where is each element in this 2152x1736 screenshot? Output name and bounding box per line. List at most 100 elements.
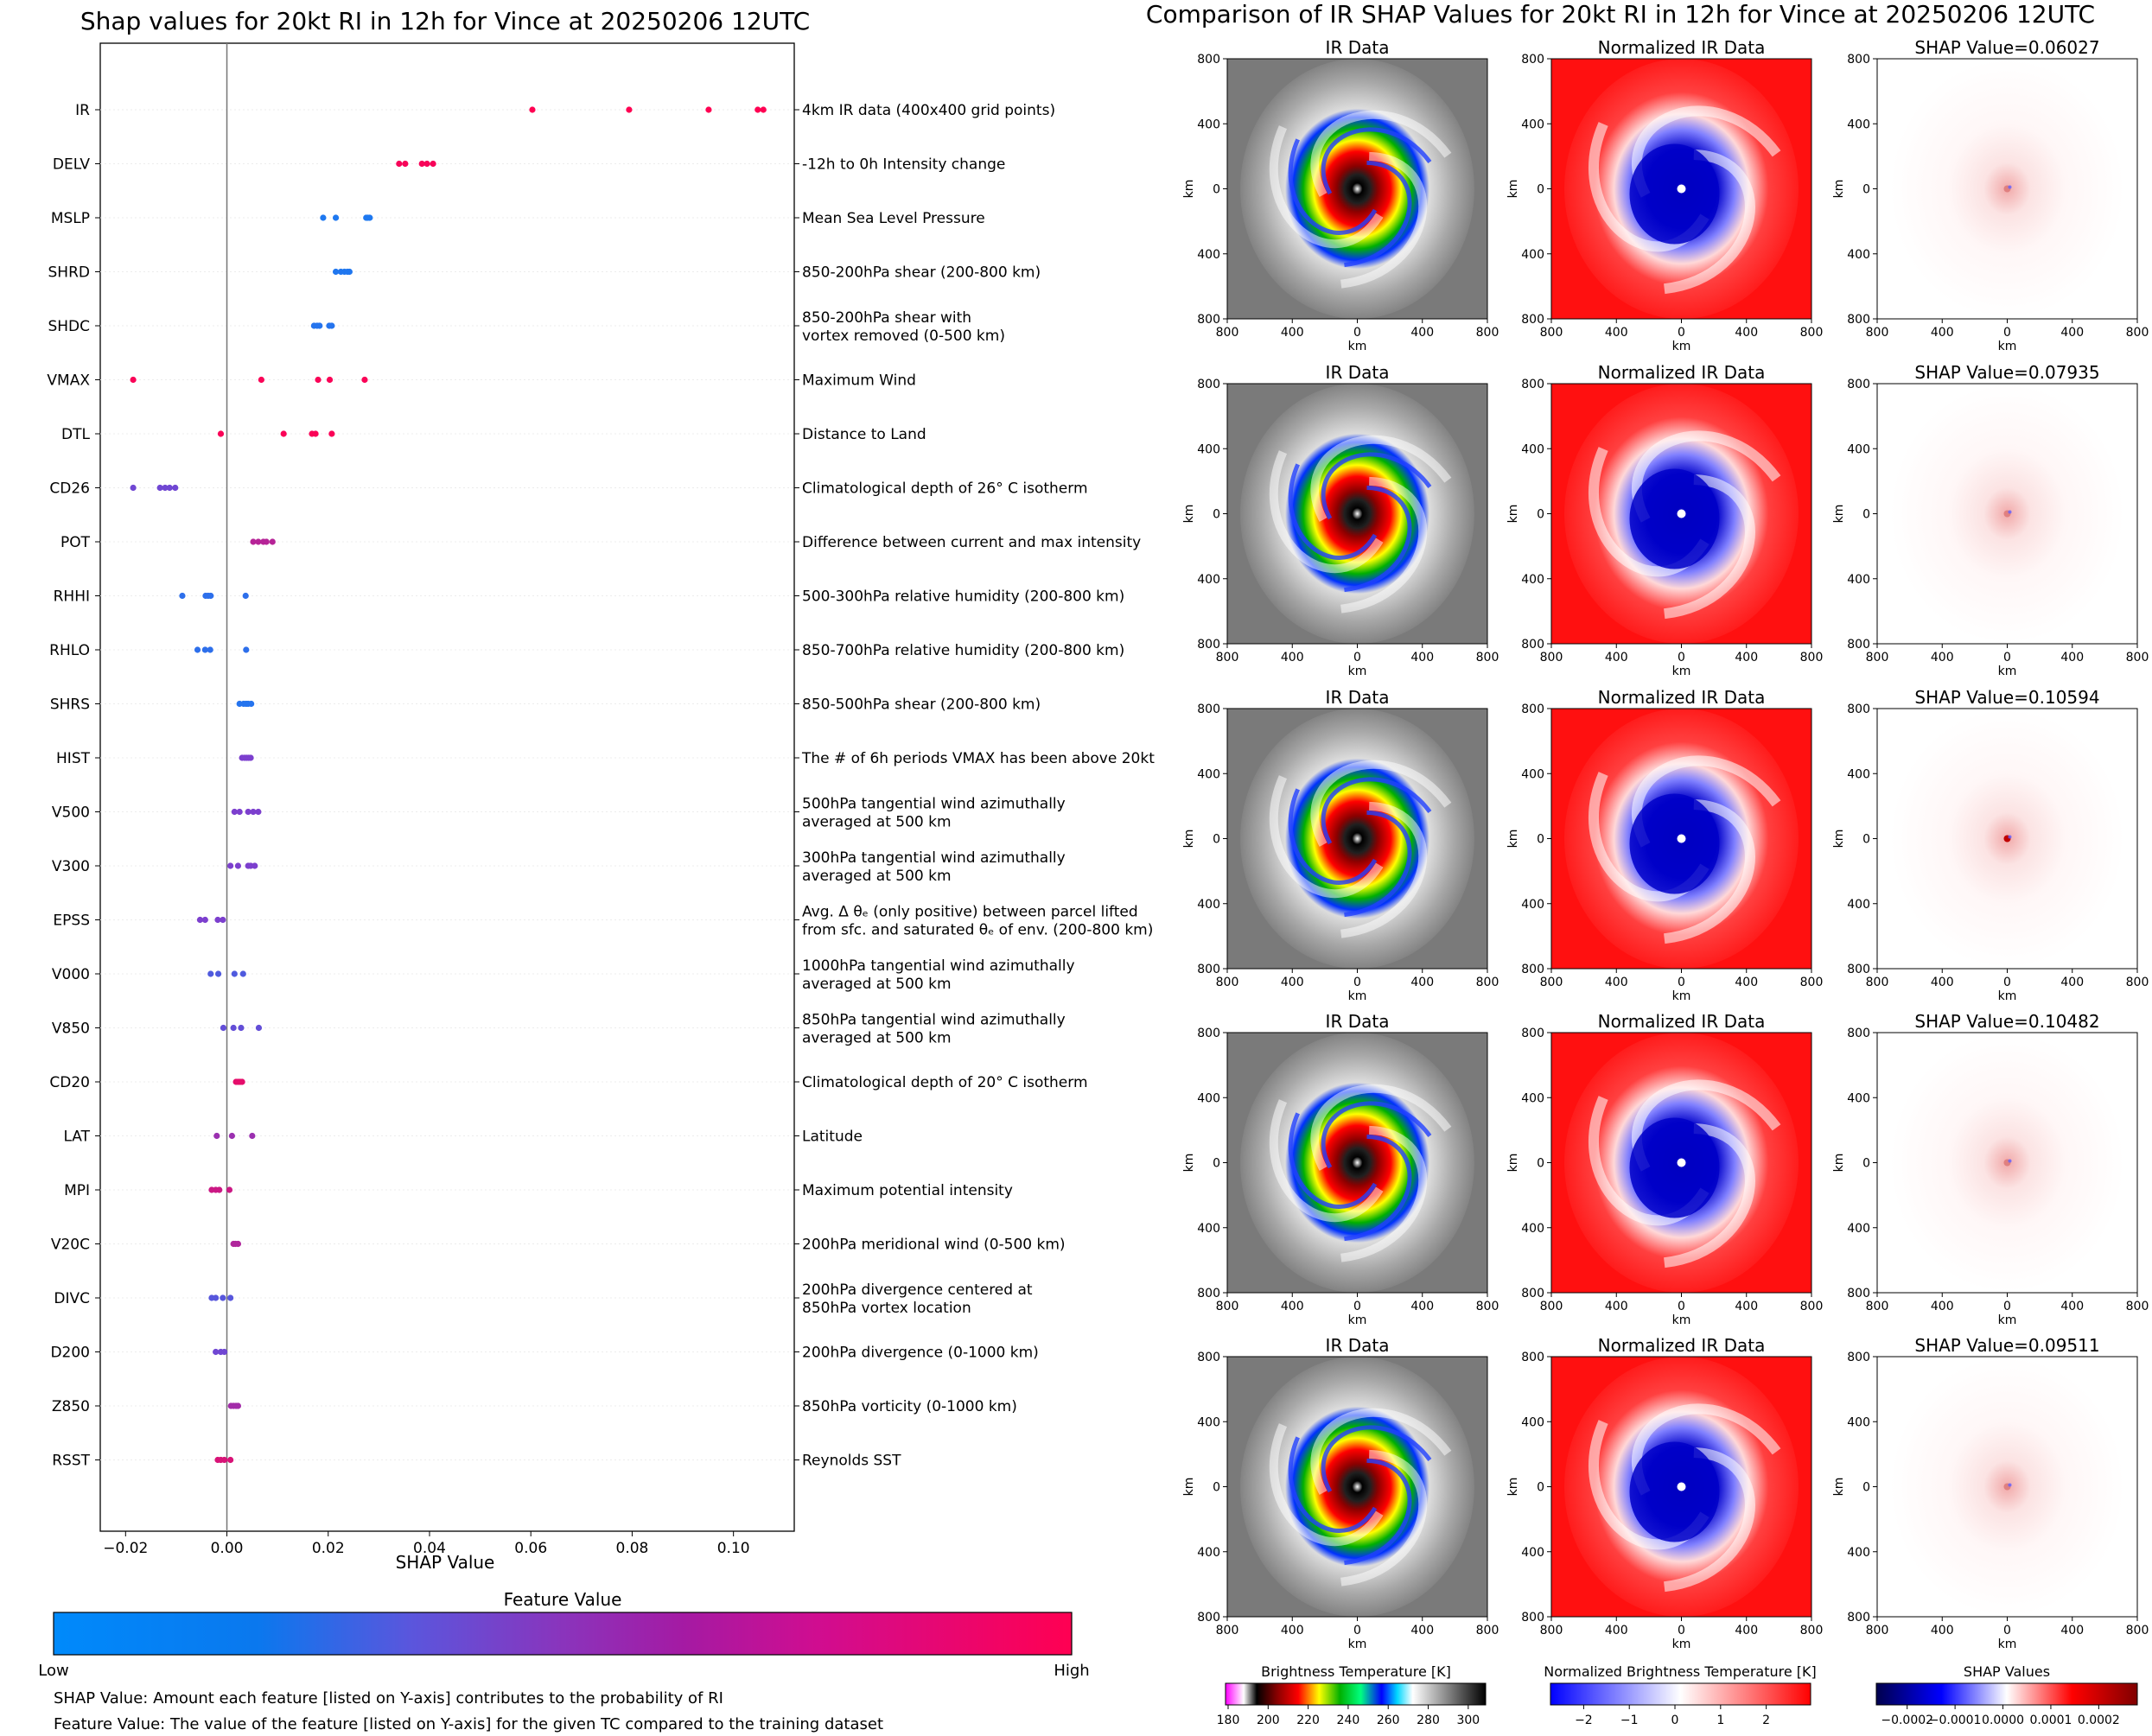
x-tick-label: 800 (1866, 1624, 1889, 1637)
rainband (1664, 1123, 1755, 1269)
bt-colorbar-ticks: 180 200 220 240 260 280 300 (1217, 1705, 1480, 1727)
rainband (1664, 1447, 1755, 1593)
shap-point-v000 (214, 970, 222, 977)
normalized-ir-title: Normalized IR Data (1598, 37, 1766, 58)
feature-label-mslp: MSLP (51, 210, 90, 227)
feature-label-v850: V850 (52, 1021, 90, 1038)
x-tick-label: 800 (1800, 326, 1824, 340)
shap-point-rsst (221, 1456, 228, 1464)
shap-point-shrs (248, 700, 255, 708)
feature-desc-v300: 300hPa tangential wind azimuthally (802, 849, 1066, 867)
y-tick-label: 800 (1197, 1027, 1220, 1040)
rainband (1269, 1099, 1384, 1223)
y-axis-label: km (1182, 505, 1196, 524)
shap-colorbar (1875, 1682, 2138, 1706)
x-tick-label: 400 (1735, 1300, 1758, 1313)
y-tick-label: 400 (1847, 248, 1870, 262)
rainband (1288, 138, 1378, 235)
colorbar-tick-label: 0.0000 (1982, 1714, 2024, 1727)
colorbar-tick-label: 220 (1296, 1714, 1320, 1727)
shap-point-dtl (217, 430, 225, 437)
panel-r3-c2: Normalized IR Data8008004004000040040080… (1506, 687, 1823, 1003)
x-tick-label: 800 (1540, 976, 1563, 989)
x-tick-label: 0.00 (211, 1540, 244, 1557)
x-axis-label: km (1348, 1313, 1367, 1327)
feature-label-ir: IR (75, 102, 90, 119)
x-tick-label: 0 (1353, 976, 1361, 989)
x-tick-label: 800 (2126, 1624, 2149, 1637)
y-tick-label: 400 (1197, 767, 1220, 781)
x-tick-label: 0.06 (514, 1540, 547, 1557)
x-tick-label: 0 (1678, 651, 1685, 665)
x-tick-label: 800 (1800, 976, 1824, 989)
shap-point-rhlo (207, 646, 213, 653)
feature-desc-rsst: Reynolds SST (802, 1453, 901, 1470)
x-tick-label: 0 (1353, 1300, 1361, 1313)
x-tick-label: 400 (1605, 976, 1628, 989)
x-axis-label: km (1672, 665, 1691, 678)
y-tick-label: 0 (1213, 1157, 1220, 1171)
shap-point-v000 (231, 970, 238, 977)
feature-value-colorbar (53, 1612, 1073, 1656)
feature-label-v500: V500 (52, 804, 90, 822)
shap-point-rsst (227, 1456, 234, 1464)
feature-desc-z850: 850hPa vorticity (0-1000 km) (802, 1398, 1017, 1415)
feature-label-dtl: DTL (61, 426, 90, 443)
norm-colorbar (1550, 1682, 1811, 1706)
rainband (1321, 1101, 1432, 1169)
shap-point-vmax (258, 376, 264, 384)
x-tick-label: 800 (1216, 976, 1239, 989)
feature-desc-delv: -12h to 0h Intensity change (802, 156, 1005, 174)
y-axis-label: km (1832, 505, 1846, 524)
feature-desc-vmax: Maximum Wind (802, 372, 916, 390)
shap-point-dtl (312, 430, 319, 437)
shap-point-cd26 (172, 484, 179, 492)
cold-core (1629, 1441, 1720, 1542)
y-tick-label: 800 (1847, 703, 1870, 716)
y-tick-label: 800 (1847, 1287, 1870, 1300)
y-tick-label: 400 (1197, 442, 1220, 456)
x-tick-label: 0.04 (413, 1540, 446, 1557)
y-tick-label: 800 (1197, 1351, 1220, 1364)
rainband (1344, 160, 1412, 268)
colorbar-tick-label: −1 (1620, 1714, 1639, 1727)
rainband (1664, 149, 1755, 295)
x-tick-label: 800 (1216, 1300, 1239, 1313)
x-tick-label: 400 (1605, 1624, 1628, 1637)
y-tick-label: 800 (1521, 1287, 1544, 1300)
shap-point-v500 (250, 808, 257, 816)
x-tick-label: 800 (1540, 326, 1563, 340)
feature-desc-v000: 1000hPa tangential wind azimuthally (802, 957, 1075, 975)
x-tick-label: 800 (1540, 1300, 1563, 1313)
x-tick-label: 0 (1678, 976, 1685, 989)
rainband (1269, 125, 1384, 249)
rainband (1310, 110, 1452, 197)
y-tick-label: 0 (1537, 833, 1544, 847)
normalized-ir-title: Normalized IR Data (1598, 362, 1766, 383)
y-axis-label: km (1506, 180, 1520, 199)
x-tick-label: 400 (1410, 651, 1434, 665)
x-axis-ticks: −0.02 0.00 0.02 0.04 0.06 0.08 0.10 (103, 1531, 750, 1557)
bt-colorbar (1225, 1682, 1487, 1706)
y-tick-label: 0 (1537, 508, 1544, 522)
feature-desc-v500: 500hPa tangential wind azimuthally (802, 796, 1066, 813)
feature-desc-ir: 4km IR data (400x400 grid points) (802, 102, 1055, 119)
cold-core (1629, 1117, 1720, 1218)
shap-point-divc (227, 1294, 234, 1301)
shap-points (130, 106, 767, 1464)
y-tick-label: 0 (1213, 1481, 1220, 1495)
x-tick-label: 0 (1353, 1624, 1361, 1637)
feature-label-v000: V000 (52, 966, 90, 983)
left-title: Shap values for 20kt RI in 12h for Vince… (80, 7, 810, 35)
x-tick-label: 400 (2060, 1300, 2084, 1313)
shap-point-v300 (251, 862, 258, 869)
feature-labels: IR DELV MSLP SHRD SHDC VMAX DTL CD26 POT RHHI RHLO… (47, 102, 100, 1470)
rainband (1344, 810, 1412, 918)
rainband (1340, 476, 1428, 614)
x-tick-label: 800 (1476, 1624, 1499, 1637)
y-tick-label: 800 (1197, 1287, 1220, 1300)
colorbar-high-label: High (1054, 1662, 1089, 1680)
rainband (1288, 1112, 1378, 1209)
y-tick-label: 400 (1521, 248, 1544, 262)
